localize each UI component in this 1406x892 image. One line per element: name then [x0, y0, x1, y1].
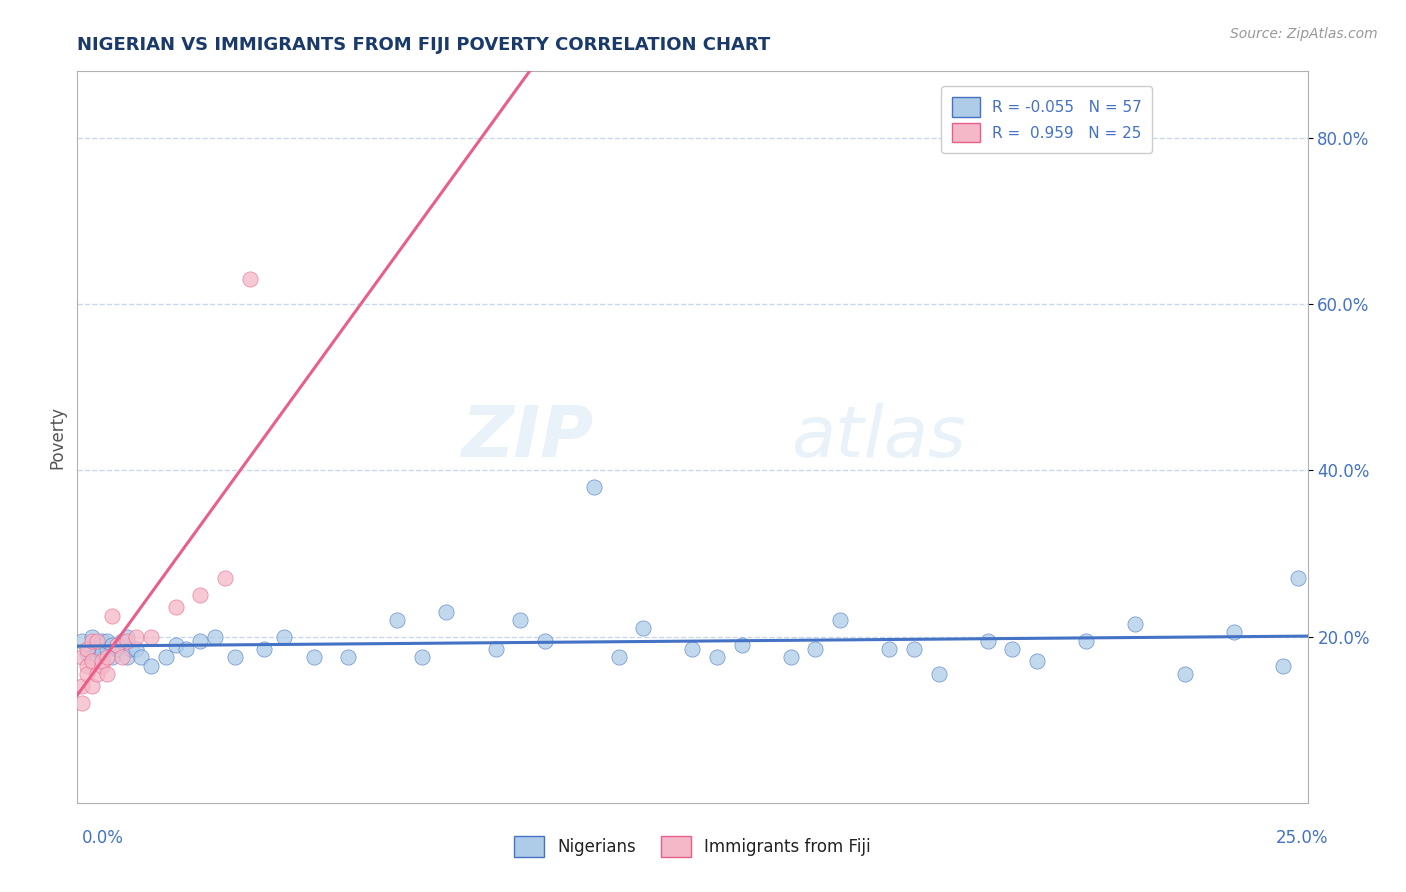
Point [1001, 642, 1024, 657]
Point [224, 650, 246, 665]
Point [96, 633, 118, 648]
Point [90, 633, 114, 648]
Point [101, 638, 124, 652]
Point [731, 638, 754, 652]
Point [76, 658, 98, 673]
Point [903, 642, 925, 657]
Point [76, 646, 98, 660]
Point [239, 272, 262, 286]
Point [188, 633, 212, 648]
Point [1272, 658, 1295, 673]
Point [70, 696, 93, 710]
Point [82, 650, 104, 665]
Point [1223, 625, 1246, 640]
Point [977, 633, 1000, 648]
Text: atlas: atlas [792, 402, 966, 472]
Point [165, 638, 187, 652]
Point [76, 642, 98, 657]
Point [1026, 655, 1049, 669]
Point [879, 642, 901, 657]
Point [1125, 617, 1147, 632]
Point [141, 630, 163, 644]
Point [86, 638, 108, 652]
Point [121, 642, 143, 657]
Point [115, 630, 138, 644]
Point [125, 642, 148, 657]
Point [141, 658, 163, 673]
Point [111, 650, 132, 665]
Point [436, 605, 458, 619]
Point [1174, 667, 1197, 681]
Point [82, 633, 104, 648]
Point [509, 613, 531, 627]
Point [105, 638, 128, 652]
Point [125, 630, 148, 644]
Point [1286, 571, 1309, 585]
Point [273, 630, 295, 644]
Point [101, 608, 124, 623]
Point [129, 650, 153, 665]
Text: Source: ZipAtlas.com: Source: ZipAtlas.com [1230, 27, 1378, 41]
Point [385, 613, 409, 627]
Point [76, 667, 98, 681]
Point [534, 633, 557, 648]
Point [82, 630, 104, 644]
Point [96, 667, 118, 681]
Point [90, 646, 114, 660]
Text: NIGERIAN VS IMMIGRANTS FROM FIJI POVERTY CORRELATION CHART: NIGERIAN VS IMMIGRANTS FROM FIJI POVERTY… [77, 36, 770, 54]
Point [86, 633, 108, 648]
Text: 25.0%: 25.0% [1277, 829, 1329, 847]
Point [90, 658, 114, 673]
Point [101, 650, 124, 665]
Point [302, 650, 325, 665]
Legend: Nigerians, Immigrants from Fiji: Nigerians, Immigrants from Fiji [508, 830, 877, 864]
Point [155, 650, 177, 665]
Point [780, 650, 803, 665]
Point [337, 650, 360, 665]
Point [214, 571, 236, 585]
Text: 0.0%: 0.0% [82, 829, 124, 847]
Point [485, 642, 508, 657]
Point [253, 642, 276, 657]
Y-axis label: Poverty: Poverty [48, 406, 66, 468]
Point [82, 655, 104, 669]
Point [174, 642, 197, 657]
Point [82, 680, 104, 694]
Point [86, 667, 108, 681]
Point [96, 650, 118, 665]
Point [411, 650, 433, 665]
Point [928, 667, 950, 681]
Text: ZIP: ZIP [461, 402, 595, 472]
Point [682, 642, 704, 657]
Point [583, 480, 606, 494]
Point [70, 680, 93, 694]
Point [607, 650, 630, 665]
Point [70, 633, 93, 648]
Point [706, 650, 728, 665]
Point [96, 642, 118, 657]
Point [1076, 633, 1098, 648]
Point [111, 633, 132, 648]
Point [70, 650, 93, 665]
Point [165, 600, 187, 615]
Point [86, 642, 108, 657]
Point [830, 613, 852, 627]
Point [115, 650, 138, 665]
Point [204, 630, 226, 644]
Point [90, 655, 114, 669]
Point [105, 642, 128, 657]
Point [115, 633, 138, 648]
Point [804, 642, 827, 657]
Point [188, 588, 212, 602]
Point [633, 621, 655, 635]
